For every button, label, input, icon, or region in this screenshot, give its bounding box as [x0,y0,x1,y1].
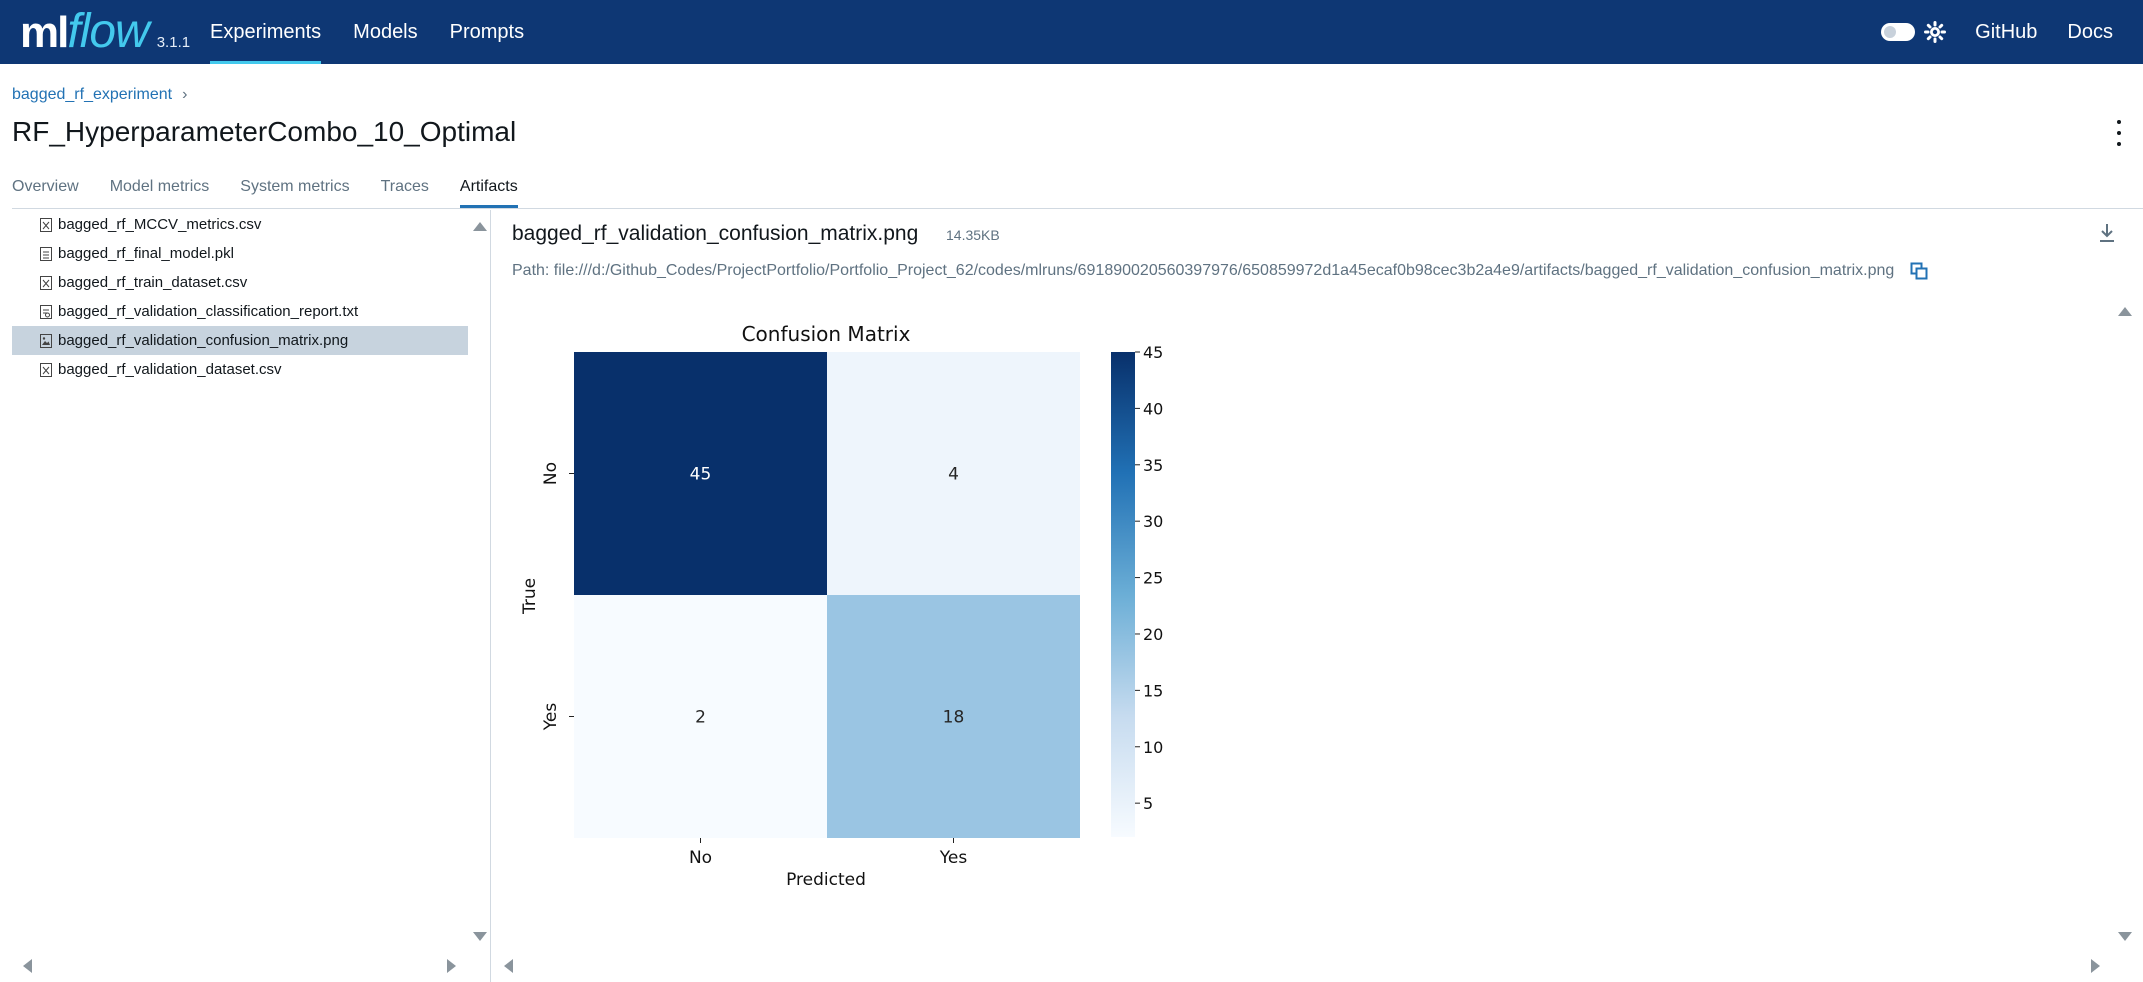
download-icon[interactable] [2097,222,2117,244]
confusion-matrix-chart: Confusion Matrix 45 4 2 18 5 10 15 20 25 30 35 40 4… [520,322,1163,890]
tab-overview[interactable]: Overview [12,178,79,195]
tree-item-label: bagged_rf_MCCV_metrics.csv [58,216,262,233]
tab-artifacts[interactable]: Artifacts [459,178,518,208]
top-navbar: ml flow 3.1.1 Experiments Models Prompts… [0,0,2143,64]
colorbar-tick-label: 5 [1143,794,1153,813]
mlflow-logo[interactable]: ml flow 3.1.1 [20,2,190,62]
chart-title: Confusion Matrix [742,322,911,346]
dark-mode-toggle[interactable] [1881,23,1916,41]
tree-item[interactable]: bagged_rf_validation_dataset.csv [12,355,468,384]
tree-item-label: bagged_rf_final_model.pkl [58,245,234,262]
artifact-file-tree: bagged_rf_MCCV_metrics.csv bagged_rf_fin… [12,210,468,950]
colorbar-tick-label: 45 [1143,343,1163,362]
tree-item-selected[interactable]: bagged_rf_validation_confusion_matrix.pn… [12,326,468,355]
main-nav: Experiments Models Prompts [210,0,556,64]
preview-file-size: 14.35KB [946,227,1000,243]
artifact-path: Path: file:///d:/Github_Codes/ProjectPor… [512,262,1928,280]
pane-divider[interactable] [490,210,491,982]
logo-flow: flow [67,5,149,58]
nav-prompts[interactable]: Prompts [449,21,525,43]
tree-scroll-right-arrow[interactable] [447,959,456,973]
tree-item-label: bagged_rf_validation_confusion_matrix.pn… [58,332,349,349]
breadcrumb-experiment-link[interactable]: bagged_rf_experiment [12,86,173,103]
version-label: 3.1.1 [156,34,191,51]
x-tick-label: No [689,848,712,868]
top-right-controls: GitHub Docs [1881,0,2143,64]
preview-scroll-up-arrow[interactable] [2118,307,2132,316]
colorbar-tick-label: 25 [1143,569,1163,588]
colorbar-tick-label: 40 [1143,399,1163,418]
tree-item-label: bagged_rf_validation_dataset.csv [58,361,282,378]
github-link[interactable]: GitHub [1975,20,2038,43]
page-title: RF_HyperparameterCombo_10_Optimal [12,116,517,147]
heatmap-cell [574,595,827,838]
heatmap-cell [827,595,1080,838]
tab-model-metrics[interactable]: Model metrics [109,178,210,195]
x-tick-label: Yes [939,848,968,868]
preview-scroll-right-arrow[interactable] [2091,959,2100,973]
spreadsheet-file-icon [40,362,52,377]
colorbar-tick-label: 15 [1143,681,1163,700]
image-file-icon [40,333,52,348]
tree-item[interactable]: bagged_rf_validation_classification_repo… [12,297,468,326]
spreadsheet-file-icon [40,275,52,290]
heatmap-cell-value: 45 [690,465,712,485]
tree-scroll-left-arrow[interactable] [23,959,32,973]
more-options-icon[interactable] [2115,120,2123,146]
tree-item[interactable]: bagged_rf_final_model.pkl [12,239,468,268]
tab-system-metrics[interactable]: System metrics [240,178,350,195]
nav-models[interactable]: Models [353,21,418,43]
chart-ylabel: True [520,578,540,615]
colorbar-tick-label: 35 [1143,456,1163,475]
docs-link[interactable]: Docs [2067,20,2113,43]
tree-scroll-up-arrow[interactable] [473,222,487,231]
chevron-right-icon: › [182,86,188,103]
preview-scroll-down-arrow[interactable] [2118,932,2132,941]
tree-item-label: bagged_rf_train_dataset.csv [58,274,248,291]
heatmap-cell-value: 4 [948,465,959,485]
heatmap-cell-value: 18 [943,708,965,728]
tree-item-label: bagged_rf_validation_classification_repo… [58,303,359,320]
tree-item[interactable]: bagged_rf_MCCV_metrics.csv [12,210,468,239]
colorbar-tick-label: 20 [1143,625,1163,644]
preview-file-name: bagged_rf_validation_confusion_matrix.pn… [512,222,919,245]
chart-xlabel: Predicted [786,870,866,890]
heatmap-cell-value: 2 [695,708,706,728]
copy-icon[interactable] [1910,262,1928,280]
heatmap-cell [827,352,1080,595]
file-icon [40,246,52,261]
preview-scroll-left-arrow[interactable] [504,959,513,973]
logo-ml: ml [20,8,69,57]
artifact-path-text: Path: file:///d:/Github_Codes/ProjectPor… [512,262,1895,279]
tabs-divider [12,208,2143,209]
tree-item[interactable]: bagged_rf_train_dataset.csv [12,268,468,297]
tab-traces[interactable]: Traces [380,178,429,195]
breadcrumb: bagged_rf_experiment › [12,86,187,104]
heatmap-cell [574,352,827,595]
colorbar-tick-label: 10 [1143,738,1163,757]
nav-experiments[interactable]: Experiments [210,0,322,64]
tree-scroll-down-arrow[interactable] [473,932,487,941]
text-file-icon [40,304,52,319]
spreadsheet-file-icon [40,217,52,232]
colorbar [1111,352,1135,837]
colorbar-tick-label: 30 [1143,512,1163,531]
y-tick-label: Yes [541,703,561,732]
sun-icon[interactable] [1923,20,1947,44]
run-tabs: Overview Model metrics System metrics Tr… [12,178,549,208]
y-tick-label: No [541,462,561,485]
